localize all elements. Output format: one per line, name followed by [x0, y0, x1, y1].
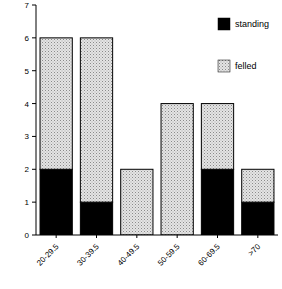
x-tick — [56, 235, 57, 238]
y-tick — [32, 136, 36, 137]
bar-segment — [201, 104, 233, 170]
y-tick — [32, 5, 36, 6]
y-tick-label: 7 — [25, 1, 30, 10]
x-tick — [217, 235, 218, 238]
bar-segment — [40, 38, 72, 169]
y-tick-label: 5 — [25, 67, 30, 76]
bar-segment — [80, 38, 112, 202]
chart-svg: 0 1 2 3 4 5 6 7 20-29.5 30-39.5 40-49.5 50-59.5 60-6… — [0, 0, 282, 289]
y-tick — [32, 103, 36, 104]
y-tick-label: 3 — [25, 132, 30, 141]
y-axis — [36, 5, 37, 235]
x-tick — [136, 235, 137, 238]
bar-segment — [201, 169, 233, 235]
x-tick-label: 30-39.5 — [75, 242, 101, 268]
bar-segment — [121, 169, 153, 235]
legend-swatch — [218, 18, 230, 30]
x-tick-label: 40-49.5 — [116, 242, 142, 268]
y-tick-label: 2 — [25, 165, 30, 174]
y-tick-label: 0 — [25, 231, 30, 240]
x-tick-label: 50-59.5 — [156, 242, 182, 268]
x-tick-label: 20-29.5 — [35, 242, 61, 268]
x-tick — [257, 235, 258, 238]
x-tick-label: >70 — [246, 242, 262, 258]
y-tick — [32, 169, 36, 170]
x-axis — [36, 235, 278, 236]
y-tick — [32, 37, 36, 38]
bars — [40, 38, 274, 235]
x-tick — [177, 235, 178, 238]
y-tick-label: 4 — [25, 100, 30, 109]
bar-segment — [242, 202, 274, 235]
x-tick — [96, 235, 97, 238]
y-tick-label: 6 — [25, 34, 30, 43]
legend-label: felled — [235, 61, 257, 71]
legend-swatch — [218, 60, 230, 72]
bar-segment — [161, 104, 193, 235]
legend-label: standing — [235, 19, 269, 29]
bar-segment — [40, 169, 72, 235]
bar-segment — [242, 169, 274, 202]
y-tick — [32, 202, 36, 203]
y-tick — [32, 70, 36, 71]
bar-segment — [80, 202, 112, 235]
y-tick — [32, 235, 36, 236]
chart-container: 0 1 2 3 4 5 6 7 20-29.5 30-39.5 40-49.5 50-59.5 60-6… — [0, 0, 282, 289]
x-tick-label: 60-69.5 — [196, 242, 222, 268]
y-tick-label: 1 — [25, 198, 30, 207]
